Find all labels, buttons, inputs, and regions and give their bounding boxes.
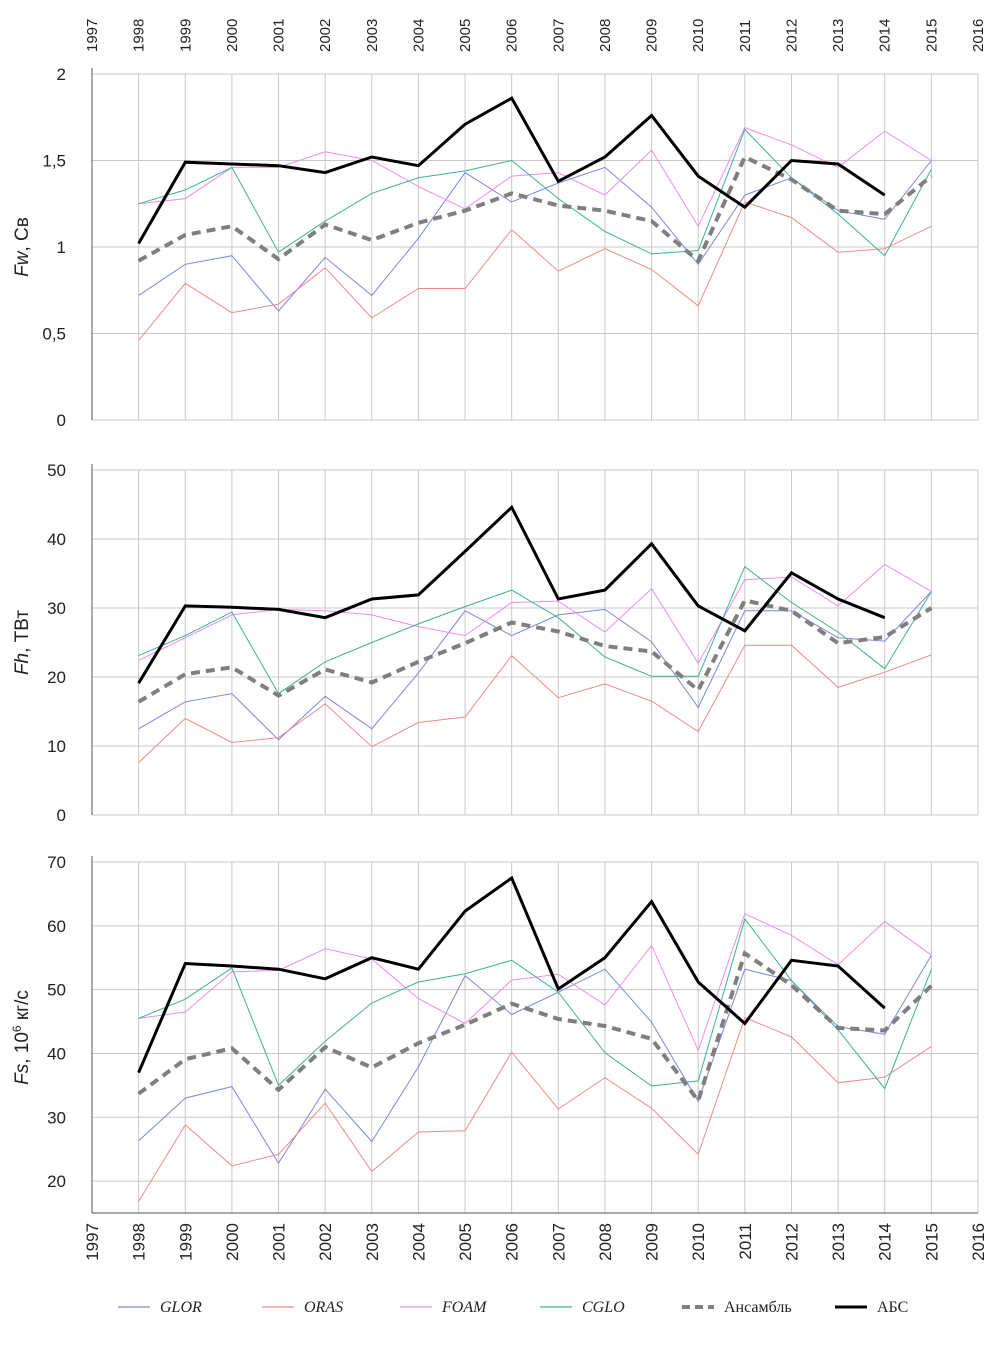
series-line-oras bbox=[138, 201, 932, 341]
series-line-abs bbox=[137, 96, 886, 245]
x-tick-label-top: 2011 bbox=[737, 20, 754, 52]
x-tick-label-top: 2014 bbox=[877, 19, 894, 52]
x-tick-label-bottom: 2007 bbox=[549, 1223, 568, 1261]
x-tick-label-top: 2001 bbox=[271, 19, 288, 52]
x-tick-label-bottom: 2014 bbox=[876, 1223, 895, 1261]
x-tick-label-top: 2002 bbox=[317, 19, 334, 52]
x-tick-label-bottom: 1998 bbox=[130, 1223, 149, 1261]
legend-label-abs: АБС bbox=[877, 1299, 908, 1316]
legend-label-cglo: CGLO bbox=[582, 1299, 625, 1316]
x-tick-label-top: 2008 bbox=[597, 19, 614, 52]
series-line-abs bbox=[137, 875, 886, 1074]
series-line-cglo bbox=[138, 565, 932, 695]
y-tick-label: 70 bbox=[47, 853, 66, 872]
y-tick-label: 60 bbox=[47, 917, 66, 936]
series-line-ensemble bbox=[137, 154, 933, 265]
y-axis-label: Fw, Св bbox=[12, 217, 33, 277]
series-line-foam bbox=[138, 563, 932, 665]
x-tick-label-top: 1998 bbox=[131, 19, 148, 52]
y-tick-label: 50 bbox=[47, 461, 66, 480]
series-line-foam bbox=[138, 126, 932, 228]
x-tick-label-top: 2013 bbox=[830, 19, 847, 52]
x-tick-label-top: 2007 bbox=[550, 19, 567, 52]
y-tick-label: 0,5 bbox=[42, 325, 66, 344]
y-axis-label: Fs, 106 кг/с bbox=[10, 990, 33, 1085]
x-tick-label-bottom: 2002 bbox=[316, 1223, 335, 1261]
x-tick-label-top: 2000 bbox=[224, 19, 241, 52]
y-tick-label: 0 bbox=[57, 806, 66, 825]
y-tick-label: 50 bbox=[47, 981, 66, 1000]
x-tick-label-bottom: 1999 bbox=[176, 1223, 195, 1261]
x-tick-label-bottom: 2009 bbox=[643, 1223, 662, 1261]
series-line-glor bbox=[138, 954, 932, 1165]
x-tick-label-top: 2015 bbox=[923, 19, 940, 52]
x-tick-label-top: 1999 bbox=[177, 19, 194, 52]
x-tick-label-bottom: 2003 bbox=[363, 1223, 382, 1261]
x-tick-label-top: 2004 bbox=[410, 19, 427, 52]
x-tick-label-bottom: 1997 bbox=[83, 1223, 102, 1261]
y-tick-label: 30 bbox=[47, 1108, 66, 1127]
y-tick-label: 10 bbox=[47, 737, 66, 756]
legend-label-ensemble: Ансамбль bbox=[724, 1299, 792, 1316]
x-tick-label-bottom: 2013 bbox=[829, 1223, 848, 1261]
x-tick-label-bottom: 2016 bbox=[969, 1223, 988, 1261]
y-tick-label: 20 bbox=[47, 668, 66, 687]
legend-label-oras: ORAS bbox=[304, 1299, 343, 1316]
y-tick-label: 20 bbox=[47, 1172, 66, 1191]
x-tick-label-bottom: 2010 bbox=[689, 1223, 708, 1261]
y-tick-label: 0 bbox=[57, 411, 66, 430]
x-tick-label-bottom: 2012 bbox=[782, 1223, 801, 1261]
y-tick-label: 30 bbox=[47, 599, 66, 618]
series-line-oras bbox=[138, 644, 932, 763]
y-axis-label: Fh, ТВт bbox=[12, 610, 33, 675]
x-tick-label-top: 2005 bbox=[457, 19, 474, 52]
series-line-glor bbox=[138, 160, 932, 312]
x-tick-label-top: 2006 bbox=[504, 19, 521, 52]
series-line-ensemble bbox=[137, 950, 933, 1106]
y-tick-label: 1,5 bbox=[42, 152, 66, 171]
series-line-cglo bbox=[138, 917, 932, 1090]
y-tick-label: 40 bbox=[47, 530, 66, 549]
legend-label-foam: FOAM bbox=[441, 1299, 488, 1316]
series-line-ensemble bbox=[137, 598, 933, 704]
x-tick-label-bottom: 2011 bbox=[736, 1223, 755, 1260]
legend-label-glor: GLOR bbox=[160, 1299, 202, 1316]
series-line-abs bbox=[137, 504, 886, 684]
x-tick-label-top: 2003 bbox=[364, 19, 381, 52]
x-tick-label-top: 2012 bbox=[783, 19, 800, 52]
x-tick-label-bottom: 2000 bbox=[223, 1223, 242, 1261]
x-tick-label-bottom: 2008 bbox=[596, 1223, 615, 1261]
x-tick-label-bottom: 2005 bbox=[456, 1223, 475, 1261]
y-tick-label: 40 bbox=[47, 1044, 66, 1063]
x-tick-label-top: 2010 bbox=[690, 19, 707, 52]
x-tick-label-top: 2016 bbox=[970, 19, 987, 52]
x-tick-label-top: 2009 bbox=[644, 19, 661, 52]
y-tick-label: 1 bbox=[57, 238, 66, 257]
y-tick-label: 2 bbox=[57, 65, 66, 84]
x-tick-label-bottom: 2015 bbox=[922, 1223, 941, 1261]
series-line-foam bbox=[138, 913, 932, 1052]
series-line-oras bbox=[138, 1017, 932, 1202]
x-tick-label-top: 1997 bbox=[84, 19, 101, 52]
x-tick-label-bottom: 2006 bbox=[503, 1223, 522, 1261]
x-tick-label-bottom: 2004 bbox=[409, 1223, 428, 1261]
x-tick-label-bottom: 2001 bbox=[270, 1223, 289, 1261]
series-line-cglo bbox=[138, 128, 932, 257]
series-line-glor bbox=[138, 591, 932, 741]
